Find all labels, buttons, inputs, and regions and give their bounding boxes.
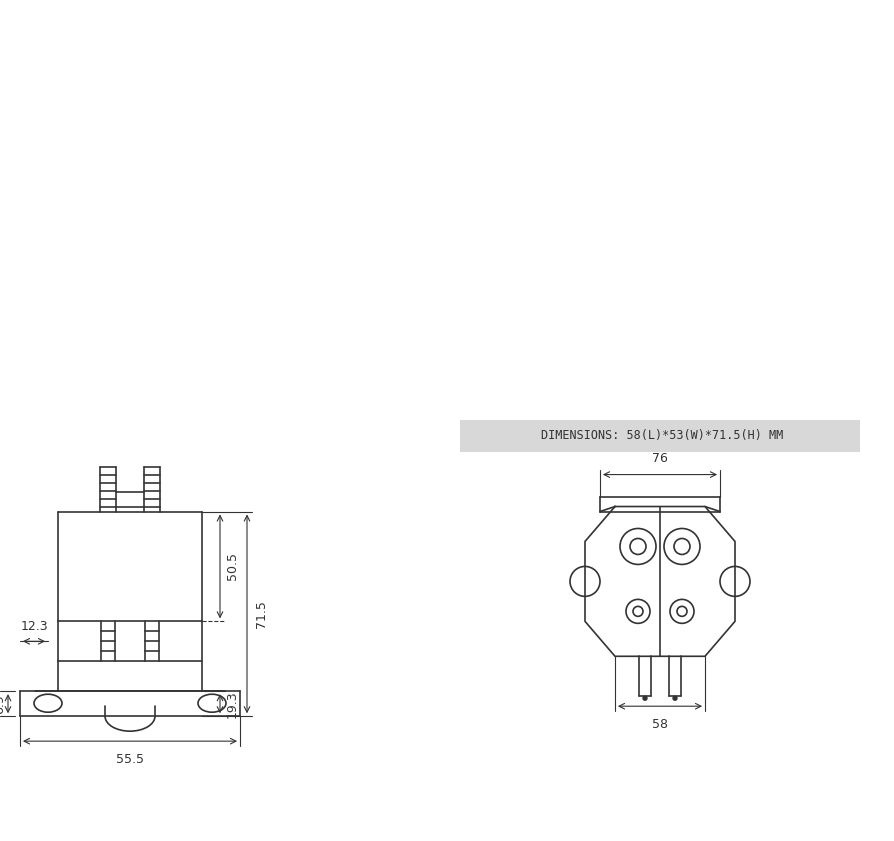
- Text: MTD:  725-04439: MTD: 725-04439: [456, 331, 583, 346]
- Circle shape: [673, 696, 677, 701]
- Text: I: I: [228, 46, 237, 71]
- Text: Battery terminal:  1/4"-20: Battery terminal: 1/4"-20: [36, 198, 224, 214]
- Text: DIMENSIONS: 58(L)*53(W)*71.5(H) MM: DIMENSIONS: 58(L)*53(W)*71.5(H) MM: [541, 429, 783, 442]
- Text: Mounting:  Flat 180 (F180): Mounting: Flat 180 (F180): [36, 287, 231, 302]
- Text: Switch terminal:  8-32: Switch terminal: 8-32: [36, 243, 198, 258]
- Text: 76: 76: [652, 452, 668, 464]
- Text: 6.9: 6.9: [0, 694, 6, 713]
- Text: 58: 58: [652, 718, 668, 731]
- Text: 50.5: 50.5: [226, 553, 239, 580]
- Text: Dimensions : 2.3*2.1*2.8 inch: Dimensions : 2.3*2.1*2.8 inch: [456, 154, 677, 169]
- Text: 19.3: 19.3: [226, 690, 239, 717]
- Text: 12.3: 12.3: [21, 621, 47, 633]
- Text: John Deere:  AM138068: John Deere: AM138068: [456, 287, 628, 302]
- Text: 55.5: 55.5: [116, 754, 144, 766]
- Text: 71.5: 71.5: [255, 600, 268, 627]
- Text: MaySpare: MaySpare: [54, 46, 193, 71]
- Text: Cub Cadet:  725-04439: Cub Cadet: 725-04439: [456, 243, 631, 258]
- Circle shape: [643, 696, 647, 701]
- Text: Base:  not grounded: Base: not grounded: [36, 331, 184, 346]
- Text: Voltage:  12VDC: Voltage: 12VDC: [36, 154, 155, 169]
- Text: Duty Cycle:  Intermittent: Duty Cycle: Intermittent: [456, 198, 638, 214]
- Text: M: M: [246, 46, 271, 71]
- FancyBboxPatch shape: [460, 420, 860, 452]
